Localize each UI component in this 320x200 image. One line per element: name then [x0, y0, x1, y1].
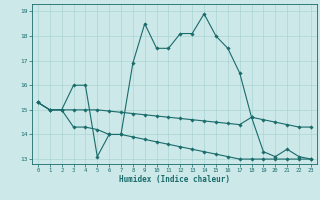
X-axis label: Humidex (Indice chaleur): Humidex (Indice chaleur) [119, 175, 230, 184]
